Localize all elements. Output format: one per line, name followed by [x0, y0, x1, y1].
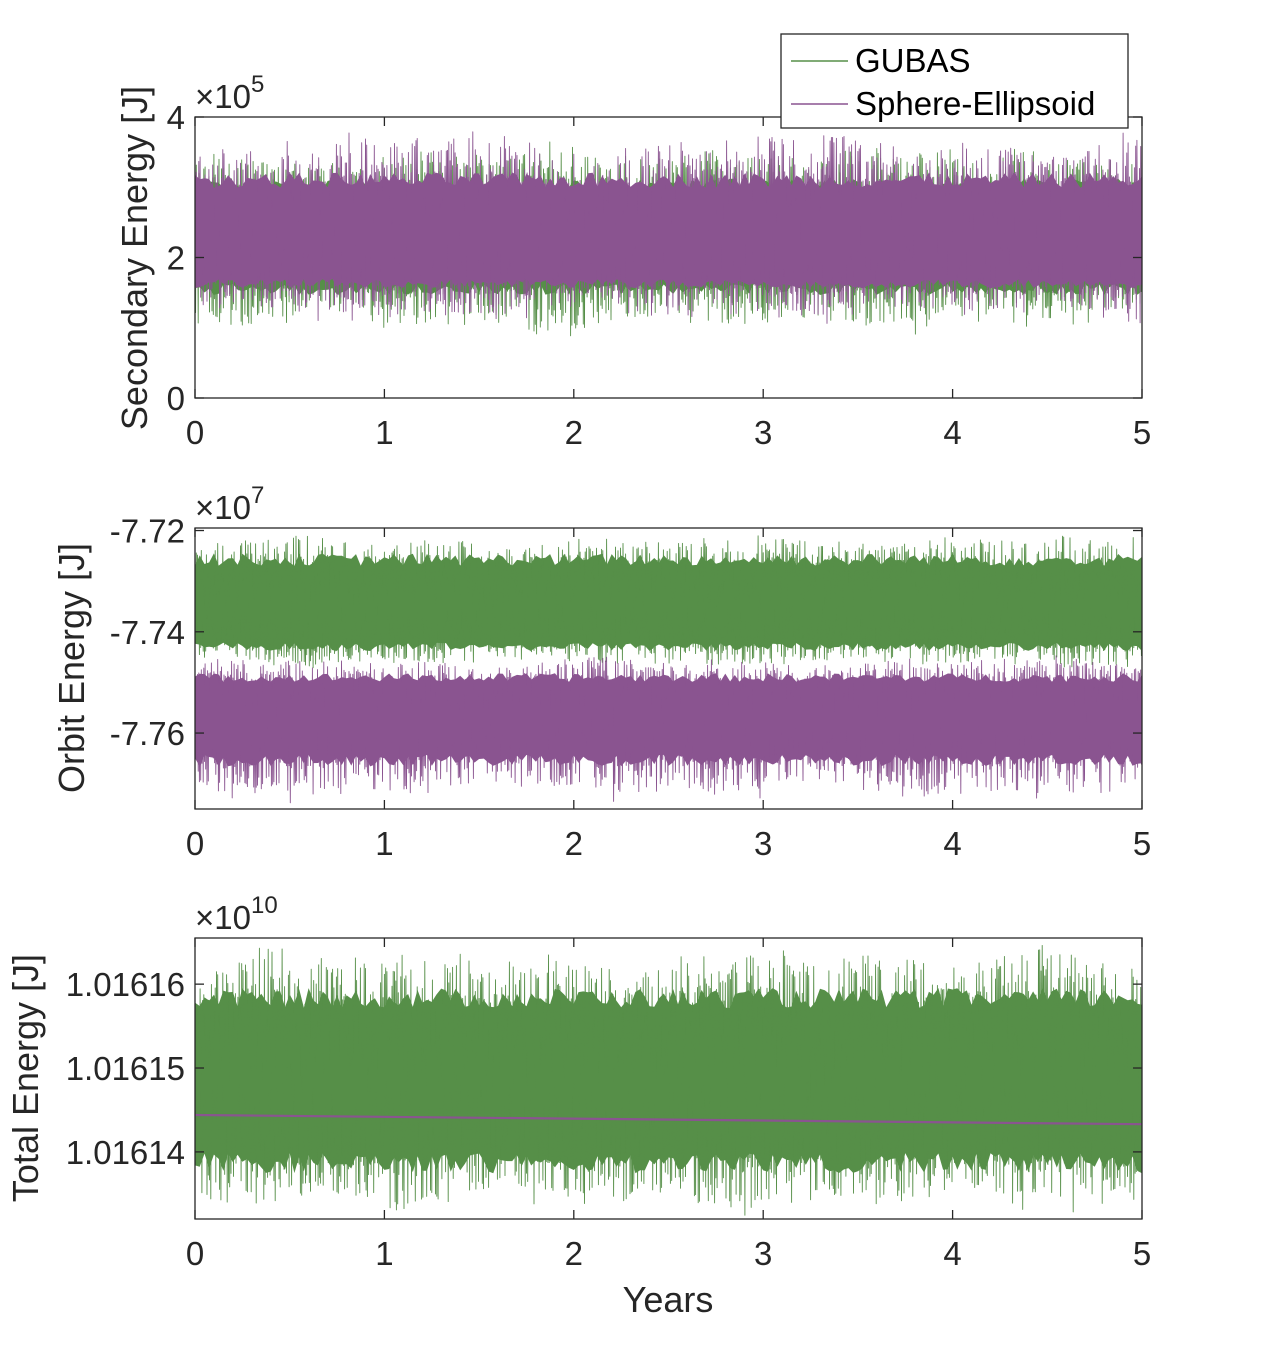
y-tick-label: -7.76 — [110, 715, 185, 752]
x-tick-label: 4 — [943, 1235, 961, 1272]
series-sphere-ellipsoid-line — [195, 131, 1142, 324]
x-tick-label: 1 — [375, 414, 393, 451]
y-tick-label: 1.01616 — [66, 966, 185, 1003]
legend-label-gubas: GUBAS — [855, 42, 971, 79]
x-tick-label: 0 — [186, 1235, 204, 1272]
x-tick-label: 4 — [943, 825, 961, 862]
axes-box — [194, 527, 1143, 810]
x-tick-label: 2 — [565, 1235, 583, 1272]
panel-orbit-energy: 0 1 2 3 4 5 -7.76 -7.74 -7.72 ×107 Orbit Energy… — [51, 482, 1151, 862]
x-tick-label: 0 — [186, 825, 204, 862]
y-tick-label: 0 — [167, 380, 185, 417]
legend-label-sphere-ellipsoid: Sphere-Ellipsoid — [855, 85, 1095, 122]
exponent-label: ×1010 — [195, 892, 278, 936]
legend-box — [780, 33, 1129, 129]
x-tick-label: 2 — [565, 825, 583, 862]
exponent-label: ×107 — [195, 482, 264, 526]
x-tick-label: 3 — [754, 414, 772, 451]
x-tick-label: 3 — [754, 825, 772, 862]
panel-total-energy: 0 1 2 3 4 5 1.01614 1.01615 1.01616 ×1010 Total… — [5, 892, 1151, 1272]
x-tick-label: 4 — [943, 414, 961, 451]
y-tick-label: 1.01615 — [66, 1050, 185, 1087]
y-axis-label: Orbit Energy [J] — [51, 543, 92, 793]
exponent-label: ×105 — [195, 71, 264, 115]
series-sphere-ellipsoid-line — [195, 1113, 1142, 1126]
x-tick-label: 5 — [1133, 825, 1151, 862]
y-tick-label: 1.01614 — [66, 1134, 185, 1171]
axes-box — [194, 937, 1143, 1220]
y-axis-label: Total Energy [J] — [5, 954, 46, 1202]
x-axis-label: Years — [623, 1279, 714, 1320]
y-axis-label: Secondary Energy [J] — [114, 86, 155, 430]
legend: GUBAS Sphere-Ellipsoid — [780, 33, 1129, 129]
x-tick-label: 3 — [754, 1235, 772, 1272]
x-tick-label: 0 — [186, 414, 204, 451]
x-tick-label: 2 — [565, 414, 583, 451]
series-gubas-line — [195, 535, 1142, 669]
y-tick-label: -7.72 — [110, 513, 185, 550]
x-tick-label: 5 — [1133, 1235, 1151, 1272]
x-tick-label: 1 — [375, 1235, 393, 1272]
series-sphere-ellipsoid-line — [195, 655, 1142, 804]
series-gubas-line — [195, 944, 1142, 1216]
x-tick-label: 5 — [1133, 414, 1151, 451]
y-tick-label: 2 — [167, 240, 185, 277]
y-tick-label: 4 — [167, 99, 185, 136]
x-tick-label: 1 — [375, 825, 393, 862]
panel-secondary-energy: 0 1 2 3 4 5 0 2 4 ×105 Secondary Energy [J] — [114, 71, 1151, 451]
y-tick-label: -7.74 — [110, 614, 185, 651]
